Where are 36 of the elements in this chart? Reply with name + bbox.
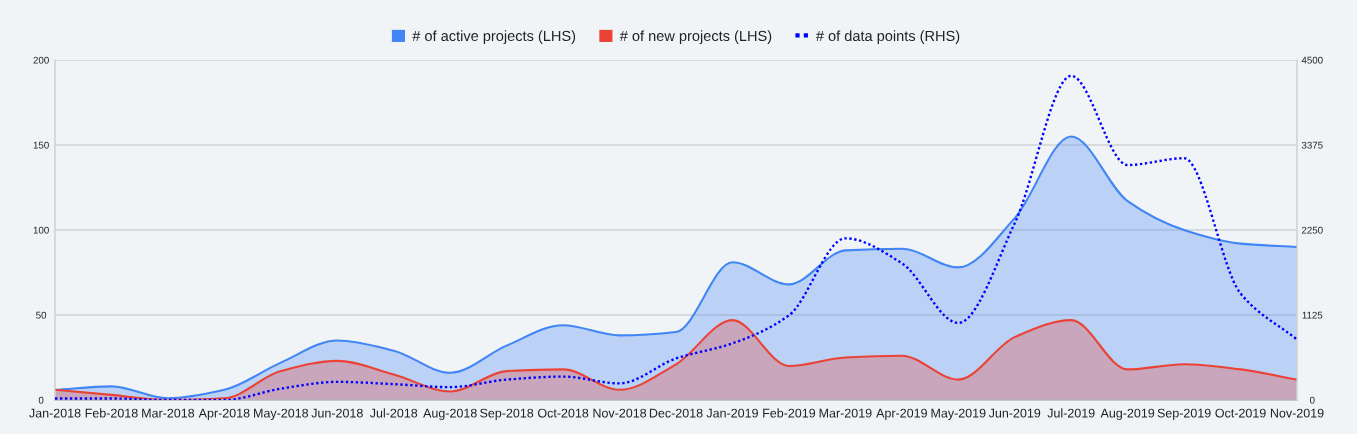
x-tick-label: Sep-2019 bbox=[1157, 408, 1211, 420]
x-tick-label: May-2019 bbox=[931, 408, 986, 420]
y2-tick-label: 2250 bbox=[1301, 226, 1323, 234]
y-tick-label: 0 bbox=[38, 396, 44, 404]
x-tick-label: Jan-2018 bbox=[29, 408, 81, 418]
x-tick-label: Nov-2018 bbox=[593, 408, 647, 418]
legend-label: # of data points (RHS) bbox=[815, 30, 960, 44]
x-tick-label: Jan-2019 bbox=[706, 408, 758, 418]
x-tick-label: Jun-2019 bbox=[988, 408, 1041, 418]
x-tick-label: Feb-2019 bbox=[763, 408, 816, 418]
x-tick-label: Feb-2018 bbox=[85, 408, 138, 418]
y-tick-label: 50 bbox=[36, 311, 47, 319]
x-tick-label: Apr-2018 bbox=[198, 408, 250, 420]
y2-tick-label: 4500 bbox=[1301, 56, 1323, 64]
x-tick-label: Oct-2018 bbox=[537, 408, 589, 418]
x-tick-label: Oct-2019 bbox=[1215, 408, 1266, 418]
x-tick-label: Nov-2019 bbox=[1270, 408, 1324, 418]
x-tick-label: Aug-2018 bbox=[423, 408, 477, 420]
x-tick-label: Mar-2019 bbox=[819, 408, 872, 418]
legend-label: # of new projects (LHS) bbox=[619, 30, 772, 44]
x-tick-label: Apr-2019 bbox=[876, 408, 927, 420]
x-tick-label: Aug-2019 bbox=[1100, 408, 1155, 420]
x-tick-label: Jul-2018 bbox=[369, 408, 418, 418]
y2-tick-label: 1125 bbox=[1302, 311, 1323, 319]
y-tick-label: 100 bbox=[33, 226, 49, 234]
y-tick-label: 150 bbox=[33, 141, 49, 149]
x-tick-label: Sep-2018 bbox=[480, 408, 534, 420]
x-tick-label: Jul-2019 bbox=[1047, 408, 1095, 418]
x-tick-label: May-2018 bbox=[254, 408, 309, 420]
legend-label: # of active projects (LHS) bbox=[412, 30, 576, 44]
y-tick-label: 200 bbox=[33, 56, 49, 64]
x-tick-label: Dec-2018 bbox=[649, 408, 703, 418]
y2-tick-label: 3375 bbox=[1301, 141, 1323, 149]
y2-tick-label: 0 bbox=[1309, 396, 1315, 404]
x-tick-label: Mar-2018 bbox=[142, 408, 195, 418]
x-tick-label: Jun-2018 bbox=[311, 408, 363, 418]
